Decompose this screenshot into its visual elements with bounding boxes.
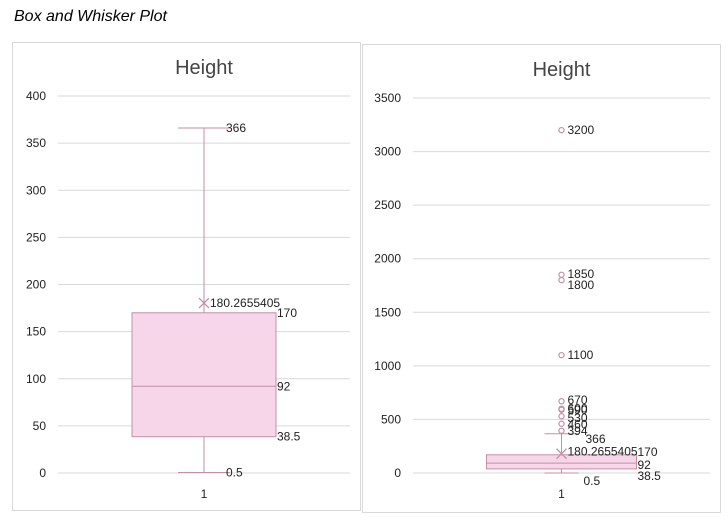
box-plot-chart-right: Height 0 500 1000 1500 2000 2500 3000 3500 1 3200 1…: [374, 59, 710, 501]
y-tick-label: 50: [33, 419, 47, 433]
y-tick-label: 100: [26, 372, 46, 386]
y-tick-label: 350: [26, 136, 46, 150]
outlier-point: [558, 427, 565, 434]
data-label: 1100: [568, 348, 594, 362]
data-label: 92: [277, 379, 291, 393]
y-tick-label: 2000: [374, 252, 401, 266]
data-label: 180.2655405: [210, 296, 280, 310]
data-label: 38.5: [277, 430, 301, 444]
data-label: 1850: [568, 267, 595, 281]
data-label: 0.5: [584, 474, 601, 488]
data-label: 366: [586, 432, 606, 446]
data-label: 92: [638, 458, 652, 472]
mean-marker: [198, 297, 210, 309]
mean-marker: [556, 448, 567, 460]
y-tick-label: 250: [26, 230, 46, 244]
outlier-point: [558, 420, 565, 427]
data-label: 38.5: [638, 469, 662, 483]
box-iqr: [131, 312, 277, 438]
data-label: 600: [568, 402, 588, 416]
outlier-point: [558, 398, 565, 405]
y-tick-label: 3000: [374, 145, 401, 159]
y-tick-label: 1500: [374, 305, 401, 319]
outlier-point: [558, 271, 565, 278]
chart-title: Height: [175, 57, 233, 79]
chart-panel-left: Height 0 50 100 150 200 250 300 350 400 1 366 180.26…: [12, 42, 361, 511]
data-label: 530: [568, 411, 588, 425]
y-tick-label: 500: [381, 412, 401, 426]
data-label: 170: [638, 445, 658, 459]
y-tick-label: 0: [39, 466, 46, 480]
data-label: 3200: [568, 123, 595, 137]
data-label: 460: [568, 418, 588, 432]
data-label: 590: [568, 403, 588, 417]
page-title: Box and Whisker Plot: [14, 8, 167, 25]
outlier-point: [558, 126, 565, 134]
outlier-point: [558, 406, 565, 413]
x-tick-label: 1: [558, 487, 565, 501]
outlier-point: [558, 413, 565, 420]
data-label: 1800: [568, 278, 595, 292]
data-label: 170: [277, 306, 297, 320]
y-tick-label: 150: [26, 325, 46, 339]
box-plot-chart-left: Height 0 50 100 150 200 250 300 350 400 1 366 180.26…: [26, 57, 350, 501]
outlier-point: [558, 276, 565, 284]
x-tick-label: 1: [201, 487, 208, 501]
y-tick-label: 400: [26, 89, 46, 103]
data-label: 394: [568, 424, 588, 438]
data-label: 0.5: [226, 466, 243, 480]
outlier-point: [558, 351, 565, 359]
data-label: 180.2655405: [568, 445, 638, 459]
data-label: 670: [568, 393, 588, 407]
y-tick-label: 300: [26, 183, 46, 197]
chart-title: Height: [533, 59, 591, 81]
y-tick-label: 0: [394, 466, 401, 480]
box-iqr: [486, 454, 637, 470]
y-tick-label: 2500: [374, 198, 401, 212]
y-tick-label: 3500: [374, 91, 401, 105]
y-tick-label: 200: [26, 278, 46, 292]
data-label: 366: [226, 121, 246, 135]
y-tick-label: 1000: [374, 359, 401, 373]
chart-panel-right: Height 0 500 1000 1500 2000 2500 3000 3500 1 3200 1…: [362, 44, 721, 513]
